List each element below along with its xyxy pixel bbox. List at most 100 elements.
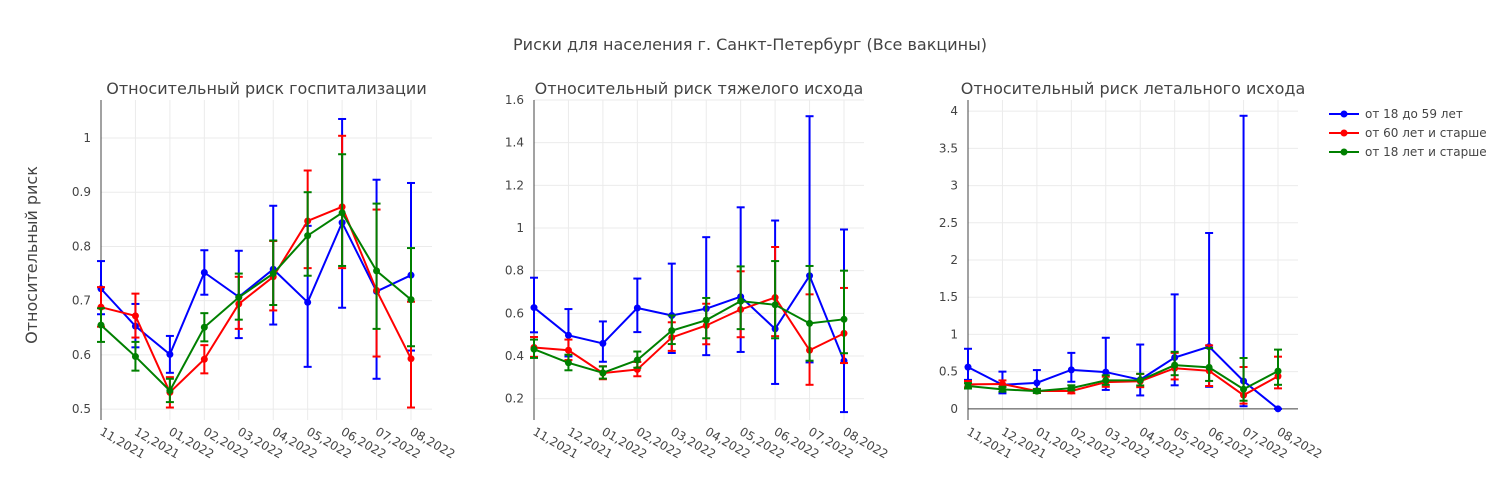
subplot-3: 00.511.522.533.5411,202112,202101,202202… — [939, 79, 1325, 461]
data-point — [964, 382, 972, 390]
series-3 — [97, 153, 415, 404]
data-point — [964, 363, 972, 371]
data-point — [269, 270, 277, 278]
y-tick-label: 0.5 — [72, 402, 91, 416]
data-point — [564, 346, 572, 354]
data-point — [1067, 366, 1075, 374]
legend-item-1[interactable]: от 18 до 59 лет — [1329, 107, 1463, 121]
data-point — [806, 319, 814, 327]
y-tick-label: 4 — [950, 104, 958, 118]
data-point — [998, 385, 1006, 393]
y-tick-label: 1.4 — [505, 136, 524, 150]
y-tick-label: 1.6 — [505, 93, 524, 107]
y-tick-label: 0.9 — [72, 185, 91, 199]
series-line — [100, 220, 412, 356]
series-1 — [97, 117, 415, 380]
subplot-panels: 0.50.60.70.80.9111,202112,202101,202202,… — [72, 79, 1325, 461]
data-point — [599, 369, 607, 377]
data-point — [771, 301, 779, 309]
series-1 — [530, 115, 848, 414]
data-point — [304, 298, 312, 306]
y-tick-label: 0.6 — [72, 348, 91, 362]
y-tick-label: 0.5 — [939, 365, 958, 379]
series-1 — [964, 114, 1282, 413]
data-point — [633, 304, 641, 312]
data-point — [840, 315, 848, 323]
data-point — [1033, 387, 1041, 395]
data-point — [633, 356, 641, 364]
series-3 — [964, 347, 1282, 402]
y-tick-label: 2.5 — [939, 216, 958, 230]
y-tick-label: 0.8 — [72, 239, 91, 253]
y-tick-label: 3.5 — [939, 141, 958, 155]
y-tick-label: 0.6 — [505, 306, 524, 320]
data-point — [166, 387, 174, 395]
subplot-title: Относительный риск госпитализации — [106, 79, 426, 98]
data-point — [1136, 376, 1144, 384]
subplot-2: 0.20.40.60.811.21.41.611,202112,202101,2… — [505, 79, 891, 461]
data-point — [1033, 379, 1041, 387]
data-point — [304, 232, 312, 240]
data-point — [564, 359, 572, 367]
data-point — [1171, 361, 1179, 369]
data-point — [131, 312, 139, 320]
series-2 — [530, 245, 848, 386]
data-point — [200, 323, 208, 331]
data-point — [1205, 363, 1213, 371]
data-point — [737, 297, 745, 305]
data-point — [97, 321, 105, 329]
y-tick-label: 0.7 — [72, 294, 91, 308]
data-point — [373, 267, 381, 275]
data-point — [530, 304, 538, 312]
legend-item-3[interactable]: от 18 лет и старше — [1329, 145, 1487, 159]
y-axis-label: Относительный риск — [22, 166, 41, 344]
data-point — [338, 209, 346, 217]
subplot-1: 0.50.60.70.80.9111,202112,202101,202202,… — [72, 79, 458, 461]
legend[interactable]: от 18 до 59 лет от 60 лет и старше от 18 л… — [1329, 107, 1487, 159]
y-tick-label: 1.5 — [939, 290, 958, 304]
series-line — [533, 273, 845, 362]
data-point — [668, 327, 676, 335]
y-tick-label: 0.4 — [505, 349, 524, 363]
data-point — [599, 339, 607, 347]
y-tick-label: 1.2 — [505, 178, 524, 192]
data-point — [1274, 405, 1282, 413]
figure-title: Риски для населения г. Санкт-Петербург (… — [513, 35, 987, 54]
series-line — [967, 364, 1279, 393]
y-tick-label: 3 — [950, 179, 958, 193]
subplot-title: Относительный риск тяжелого исхода — [535, 79, 864, 98]
series-3 — [530, 260, 848, 380]
data-point — [407, 296, 415, 304]
y-tick-label: 0.8 — [505, 264, 524, 278]
y-tick-label: 2 — [950, 253, 958, 267]
legend-label: от 18 лет и старше — [1365, 145, 1487, 159]
data-point — [702, 316, 710, 324]
data-point — [1067, 384, 1075, 392]
data-point — [200, 268, 208, 276]
data-point — [1102, 376, 1110, 384]
y-tick-label: 1 — [516, 221, 524, 235]
subplot-title: Относительный риск летального исхода — [961, 79, 1306, 98]
legend-item-2[interactable]: от 60 лет и старше — [1329, 126, 1487, 140]
data-point — [1274, 367, 1282, 375]
data-point — [131, 353, 139, 361]
data-point — [530, 345, 538, 353]
data-point — [1102, 368, 1110, 376]
y-tick-label: 1 — [950, 327, 958, 341]
data-point — [1240, 385, 1248, 393]
series-line — [967, 367, 1279, 397]
series-line — [533, 300, 845, 374]
y-tick-label: 0 — [950, 402, 958, 416]
series-line — [967, 345, 1279, 410]
legend-marker — [1340, 129, 1348, 137]
legend-marker — [1340, 148, 1348, 156]
series-line — [100, 211, 412, 393]
data-point — [200, 355, 208, 363]
data-point — [564, 331, 572, 339]
data-point — [166, 350, 174, 358]
series-2 — [964, 344, 1282, 405]
legend-label: от 60 лет и старше — [1365, 126, 1487, 140]
y-tick-label: 1 — [83, 131, 91, 145]
